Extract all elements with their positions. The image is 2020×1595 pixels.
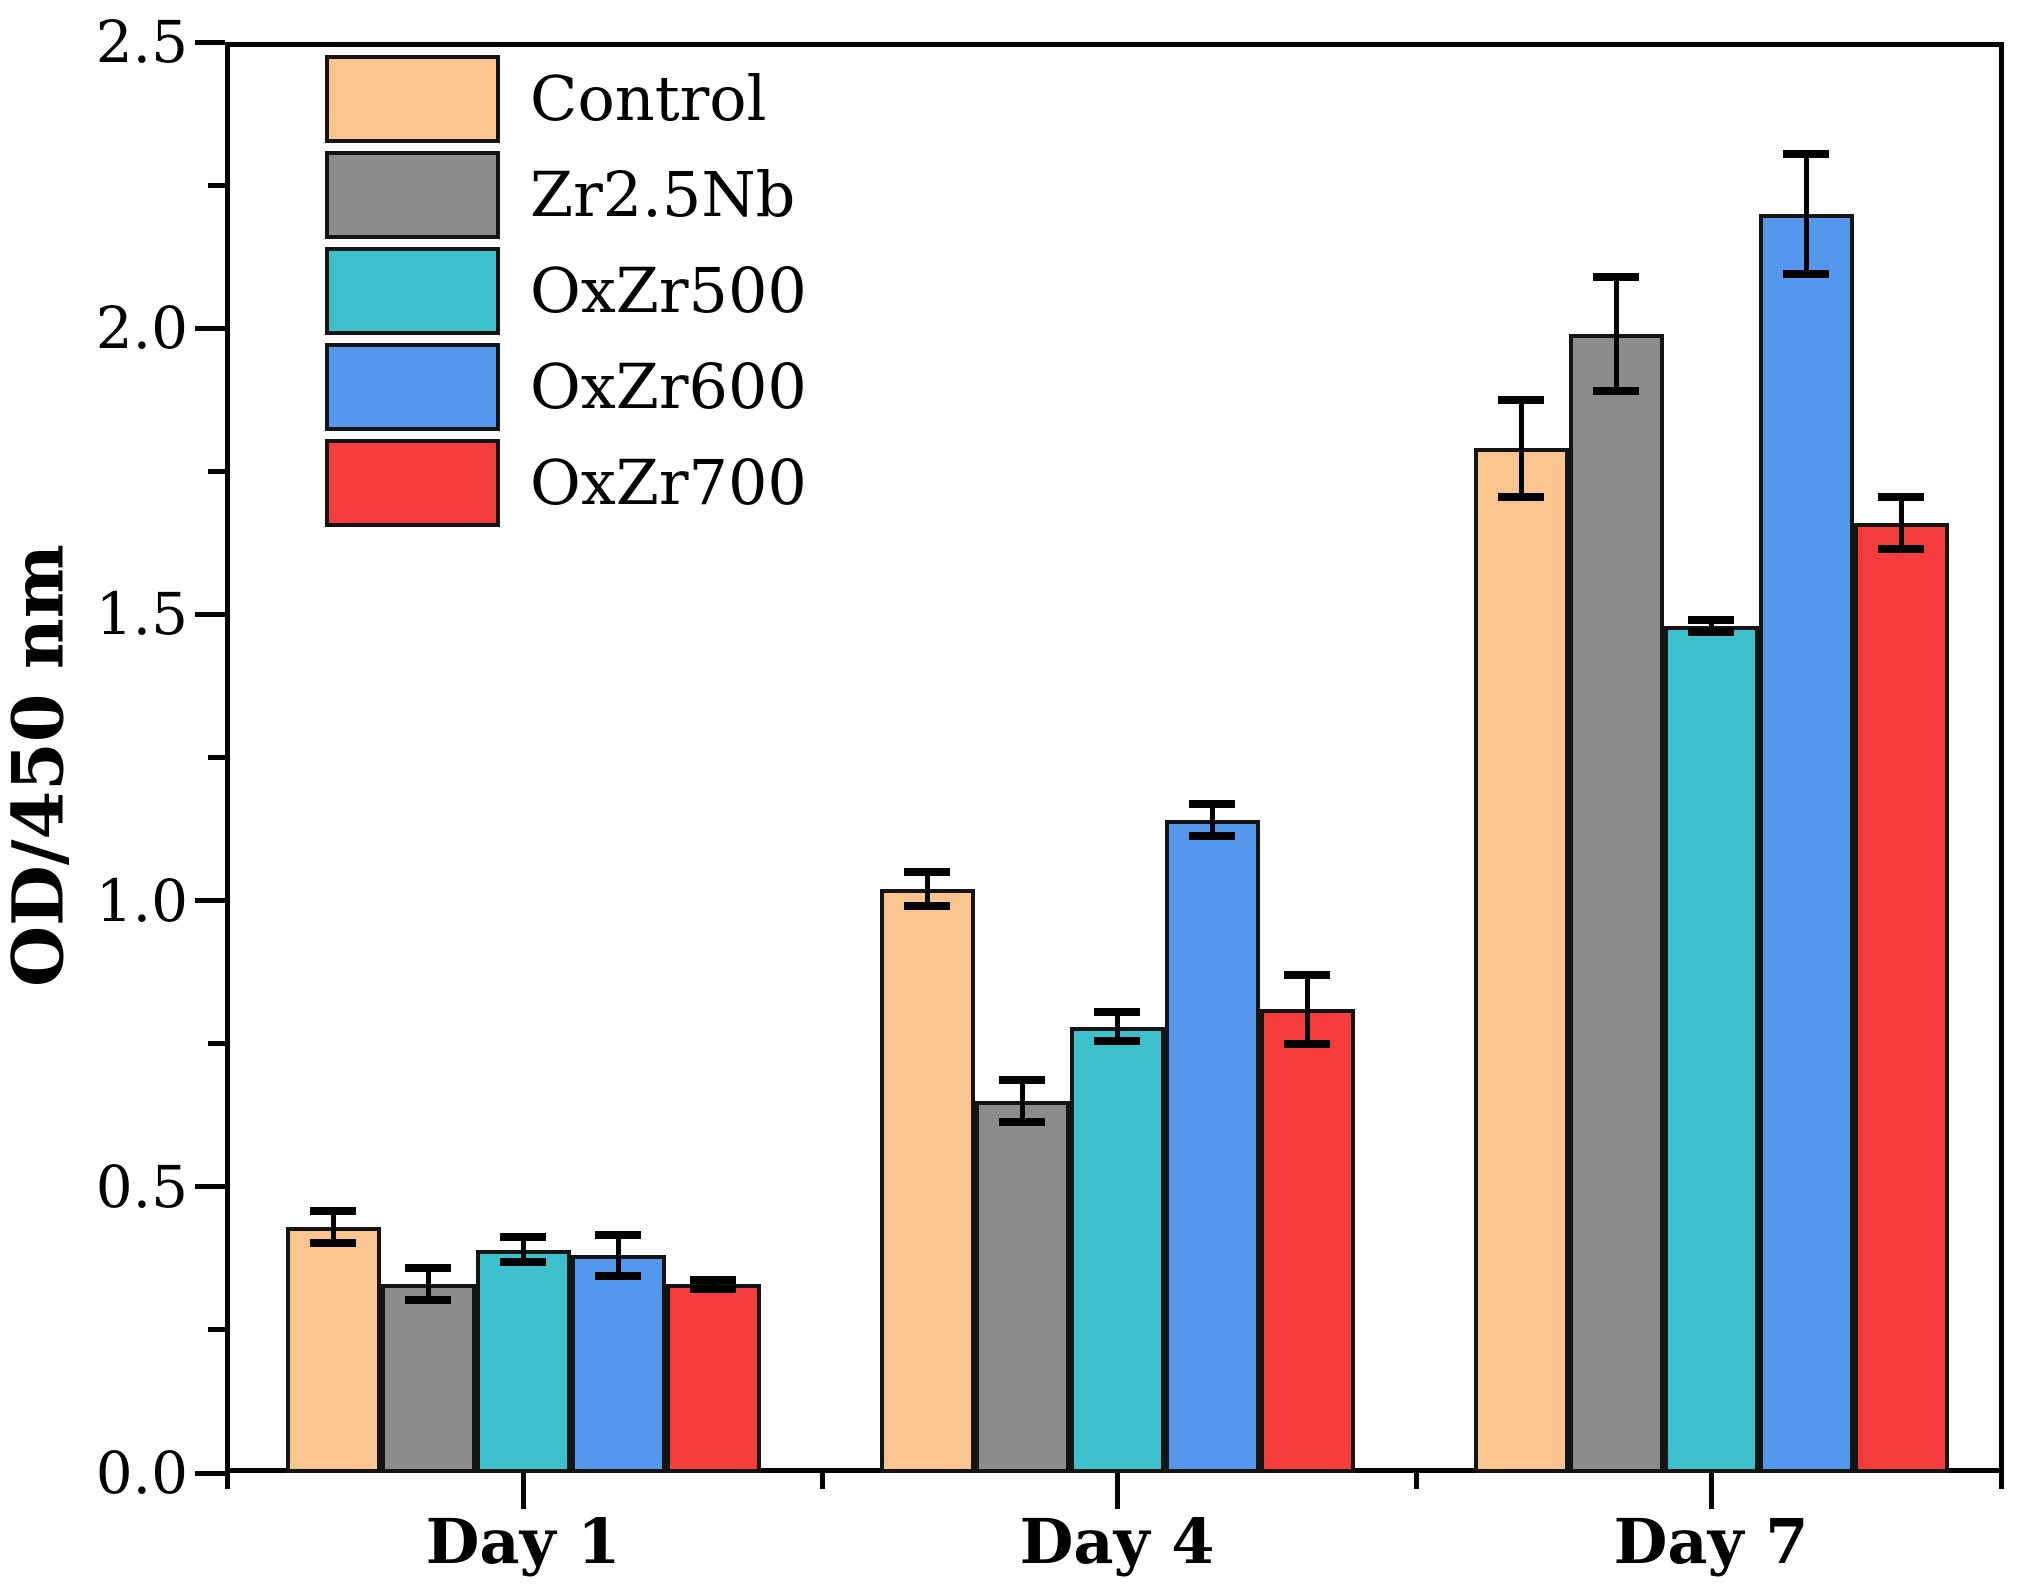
y-axis-major-tick	[195, 898, 225, 904]
y-axis-tick-label: 2.0	[95, 294, 188, 363]
x-axis-category-tick	[1708, 1473, 1714, 1509]
bar-OxZr600-Day-4	[1164, 820, 1260, 1473]
bar-OxZr500-Day-7	[1663, 625, 1759, 1473]
y-axis-minor-tick	[208, 182, 225, 188]
y-axis-tick-label: 0.5	[95, 1152, 188, 1221]
bar-Zr2-5Nb-Day-4	[974, 1100, 1070, 1473]
error-bar-cap-bottom	[310, 1238, 356, 1247]
y-axis-minor-tick	[208, 755, 225, 760]
error-bar-line	[330, 1210, 336, 1243]
error-bar-cap-bottom	[1189, 832, 1235, 841]
x-axis-category-label: Day 7	[1613, 1505, 1809, 1578]
legend-label-OxZr700: OxZr700	[530, 446, 807, 519]
error-bar-line	[1518, 399, 1524, 498]
y-axis-major-tick	[195, 1470, 225, 1476]
x-axis-boundary-tick	[1414, 1473, 1419, 1489]
error-bar-line	[520, 1237, 526, 1263]
bar-OxZr600-Day-7	[1758, 213, 1854, 1473]
error-bar-cap-top	[405, 1264, 451, 1273]
y-axis-tick-label: 1.5	[95, 580, 188, 649]
error-bar-line	[1898, 497, 1904, 549]
bar-OxZr700-Day-7	[1853, 522, 1949, 1473]
error-bar-cap-bottom	[1878, 544, 1924, 553]
error-bar-cap-bottom	[1498, 493, 1544, 502]
y-axis-tick-label: 0.0	[95, 1439, 188, 1507]
error-bar-line	[924, 871, 930, 907]
y-axis-major-tick	[195, 611, 225, 617]
error-bar-cap-bottom	[1284, 1039, 1330, 1048]
error-bar-cap-top	[1783, 149, 1829, 158]
y-axis-major-tick	[195, 325, 225, 331]
error-bar-cap-top	[1593, 272, 1639, 281]
y-axis-title: OD/450 nm	[0, 544, 80, 987]
bar-OxZr700-Day-4	[1259, 1009, 1355, 1473]
bar-Control-Day-4	[879, 889, 975, 1473]
error-bar-line	[1708, 620, 1714, 632]
error-bar-line	[1019, 1080, 1025, 1122]
error-bar-cap-bottom	[1593, 387, 1639, 396]
legend-label-OxZr500: OxZr500	[530, 254, 807, 327]
legend-swatch-OxZr600	[325, 343, 500, 431]
error-bar-line	[1209, 804, 1215, 837]
error-bar-line	[1803, 153, 1809, 274]
error-bar-cap-bottom	[500, 1258, 546, 1267]
legend-swatch-OxZr700	[325, 439, 500, 527]
bar-OxZr500-Day-4	[1069, 1026, 1165, 1473]
error-bar-line	[1613, 276, 1619, 392]
x-axis-boundary-tick	[820, 1473, 825, 1489]
error-bar-cap-top	[1878, 493, 1924, 502]
error-bar-cap-bottom	[690, 1284, 736, 1293]
error-bar-cap-top	[904, 867, 950, 876]
bar-Control-Day-1	[285, 1226, 381, 1473]
error-bar-cap-top	[1284, 971, 1330, 979]
error-bar-line	[615, 1234, 621, 1277]
error-bar-line	[710, 1279, 716, 1289]
legend-label-OxZr600: OxZr600	[530, 350, 807, 423]
error-bar-cap-top	[500, 1233, 546, 1242]
bar-Zr2-5Nb-Day-1	[380, 1284, 476, 1473]
legend-swatch-Control	[325, 55, 500, 143]
y-axis-tick-label: 2.5	[95, 8, 188, 76]
y-axis-tick-label: 1.0	[95, 866, 188, 935]
y-axis-major-tick	[195, 1184, 225, 1190]
error-bar-line	[1114, 1011, 1120, 1042]
legend-swatch-Zr2-5Nb	[325, 151, 500, 239]
x-axis-category-tick	[1114, 1473, 1120, 1509]
y-axis-minor-tick	[208, 1041, 225, 1047]
error-bar-cap-bottom	[1688, 627, 1734, 636]
x-axis-category-label: Day 1	[425, 1505, 621, 1578]
error-bar-cap-bottom	[1094, 1037, 1140, 1046]
error-bar-cap-top	[1498, 395, 1544, 404]
bar-Zr2-5Nb-Day-7	[1568, 333, 1664, 1473]
bar-OxZr600-Day-1	[570, 1255, 666, 1473]
error-bar-cap-bottom	[405, 1296, 451, 1305]
y-axis-minor-tick	[208, 1327, 225, 1333]
x-axis-category-label: Day 4	[1019, 1505, 1215, 1578]
error-bar-cap-top	[1688, 616, 1734, 625]
error-bar-cap-top	[999, 1076, 1045, 1085]
y-axis-major-tick	[195, 39, 225, 45]
error-bar-cap-bottom	[999, 1117, 1045, 1126]
error-bar-line	[425, 1268, 431, 1301]
error-bar-cap-bottom	[595, 1272, 641, 1281]
bar-OxZr500-Day-1	[475, 1249, 571, 1473]
x-axis-boundary-tick	[1999, 1473, 2004, 1489]
x-axis-category-tick	[520, 1473, 526, 1509]
y-axis-minor-tick	[208, 468, 225, 474]
bar-Control-Day-7	[1473, 448, 1569, 1473]
error-bar-cap-top	[310, 1206, 356, 1215]
legend-swatch-OxZr500	[325, 247, 500, 335]
x-axis-boundary-tick	[225, 1473, 230, 1489]
legend-label-Zr2-5Nb: Zr2.5Nb	[530, 158, 796, 231]
error-bar-cap-top	[690, 1275, 736, 1284]
error-bar-cap-top	[1189, 800, 1235, 809]
error-bar-line	[1304, 975, 1310, 1044]
legend-label-Control: Control	[530, 62, 767, 135]
error-bar-cap-bottom	[1783, 269, 1829, 278]
error-bar-cap-top	[595, 1230, 641, 1239]
error-bar-cap-bottom	[904, 902, 950, 911]
error-bar-cap-top	[1094, 1007, 1140, 1016]
bar-OxZr700-Day-1	[665, 1284, 761, 1473]
